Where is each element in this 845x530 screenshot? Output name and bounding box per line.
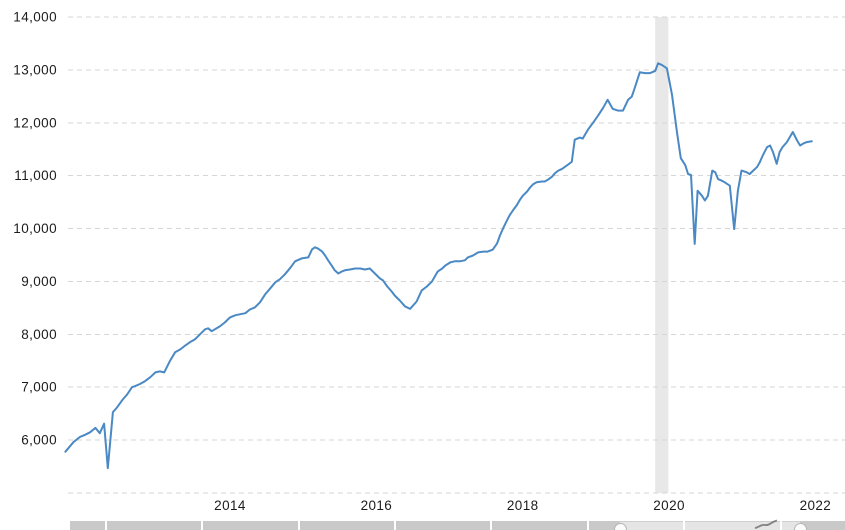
y-axis-label: 13,000 bbox=[13, 62, 57, 77]
y-axis-label: 12,000 bbox=[13, 115, 57, 130]
navigator-tick-divider bbox=[394, 521, 396, 530]
navigator-tick-divider bbox=[298, 521, 300, 530]
y-axis-label: 14,000 bbox=[13, 10, 57, 25]
series-line[interactable] bbox=[64, 62, 813, 470]
y-axis-label: 8,000 bbox=[21, 327, 57, 342]
logo-icon bbox=[753, 517, 779, 530]
y-axis-label: 7,000 bbox=[21, 380, 57, 395]
navigator-tick-divider bbox=[683, 521, 685, 530]
navigator-tick-divider bbox=[490, 521, 492, 530]
chart-range-slider[interactable] bbox=[0, 513, 845, 530]
x-axis-label: 2018 bbox=[507, 498, 539, 513]
y-axis-label: 9,000 bbox=[21, 274, 57, 289]
navigator-handle-left[interactable] bbox=[614, 523, 627, 530]
y-axis-label: 10,000 bbox=[13, 221, 57, 236]
navigator-tick-divider bbox=[105, 521, 107, 530]
x-axis-label: 2020 bbox=[653, 498, 685, 513]
navigator-tick-divider bbox=[780, 521, 782, 530]
y-axis-label: 11,000 bbox=[14, 168, 57, 183]
y-axis-label: 6,000 bbox=[21, 433, 57, 448]
x-axis-label: 2022 bbox=[800, 498, 832, 513]
x-axis-label: 2014 bbox=[214, 498, 246, 513]
recession-band bbox=[655, 17, 669, 493]
x-axis-label: 2016 bbox=[361, 498, 393, 513]
navigator-tick-divider bbox=[587, 521, 589, 530]
navigator-tick-divider bbox=[201, 521, 203, 530]
navigator-selected-window[interactable] bbox=[620, 521, 800, 530]
navigator-track[interactable] bbox=[70, 521, 845, 530]
navigator-handle-right[interactable] bbox=[794, 523, 807, 530]
